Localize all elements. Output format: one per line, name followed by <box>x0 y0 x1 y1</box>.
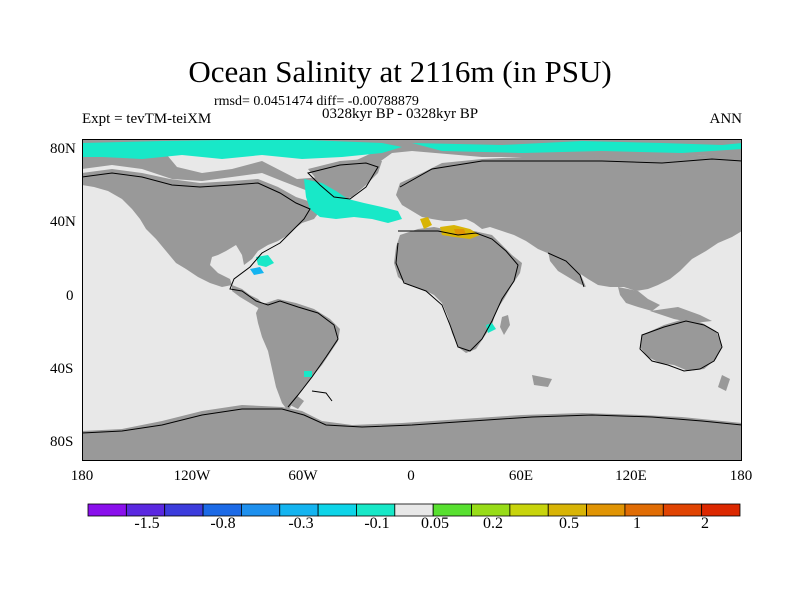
madagascar <box>500 315 510 335</box>
north-america <box>82 169 320 287</box>
colorbar-label: -1.5 <box>134 515 160 532</box>
japan <box>680 227 694 247</box>
india <box>548 251 586 287</box>
lon-label-180e: 180 <box>729 468 753 484</box>
africa <box>394 227 522 353</box>
arctic-fresh-anomaly-east <box>412 141 742 153</box>
lon-label-0: 0 <box>407 468 415 484</box>
lat-label-40n: 40N <box>50 214 76 230</box>
map-frame <box>82 139 742 461</box>
antarctica <box>82 405 742 461</box>
coastlines <box>82 158 742 434</box>
indonesia <box>650 307 712 323</box>
antarctic-peninsula <box>282 395 304 409</box>
lon-label-180w: 180 <box>70 468 94 484</box>
salinity-anomalies <box>82 139 742 377</box>
lat-label-40s: 40S <box>50 361 74 377</box>
caribbean-fresh-anomaly <box>256 255 274 267</box>
southern-ocean-plateau <box>532 375 552 387</box>
arctic-fresh-anomaly <box>82 139 402 159</box>
lon-label-60e: 60E <box>508 468 534 484</box>
colorbar-label: -0.8 <box>210 515 236 532</box>
south-atlantic-fresh-anomaly <box>304 371 312 377</box>
map-title: Ocean Salinity at 2116m (in PSU) <box>188 54 612 89</box>
period-label: 0328kyr BP - 0328kyr BP <box>321 106 479 122</box>
colorbar-label: -0.1 <box>364 515 390 532</box>
colorbar-swatch <box>87 503 127 517</box>
mediterranean-strong-salty <box>454 229 466 235</box>
mozambique-fresh-anomaly <box>486 323 496 333</box>
eurasia <box>396 155 742 291</box>
lat-label-80s: 80S <box>50 434 74 450</box>
southeast-asia <box>618 287 660 311</box>
colorbar-label: -0.3 <box>288 515 314 532</box>
north-atlantic-fresh-anomaly <box>304 179 402 223</box>
south-america <box>256 299 340 411</box>
gulf-weak-anomaly <box>250 267 264 275</box>
lat-label-0: 0 <box>66 288 74 304</box>
lon-label-120e: 120E <box>615 468 647 484</box>
mediterranean-west-salty <box>420 217 432 229</box>
new-zealand <box>718 375 730 391</box>
australia <box>640 319 722 371</box>
experiment-label: Expt = tevTM-teiXM <box>82 111 212 127</box>
greenland <box>308 159 382 201</box>
season-label: ANN <box>709 111 743 127</box>
colorbar-label: 0.5 <box>559 515 579 532</box>
colorbar <box>87 503 741 517</box>
lon-label-120w: 120W <box>173 468 211 484</box>
arctic-strip <box>82 139 742 149</box>
colorbar-label: 0.2 <box>483 515 503 532</box>
colorbar-swatch <box>701 503 741 517</box>
stats-line: rmsd= 0.0451474 diff= -0.00788879 <box>214 94 419 109</box>
colorbar-label: 0.05 <box>421 515 449 532</box>
lat-label-80n: 80N <box>50 141 76 157</box>
lon-label-60w: 60W <box>288 468 318 484</box>
colorbar-label: 2 <box>701 515 709 532</box>
world-salinity-map <box>82 139 742 461</box>
colorbar-label: 1 <box>633 515 641 532</box>
